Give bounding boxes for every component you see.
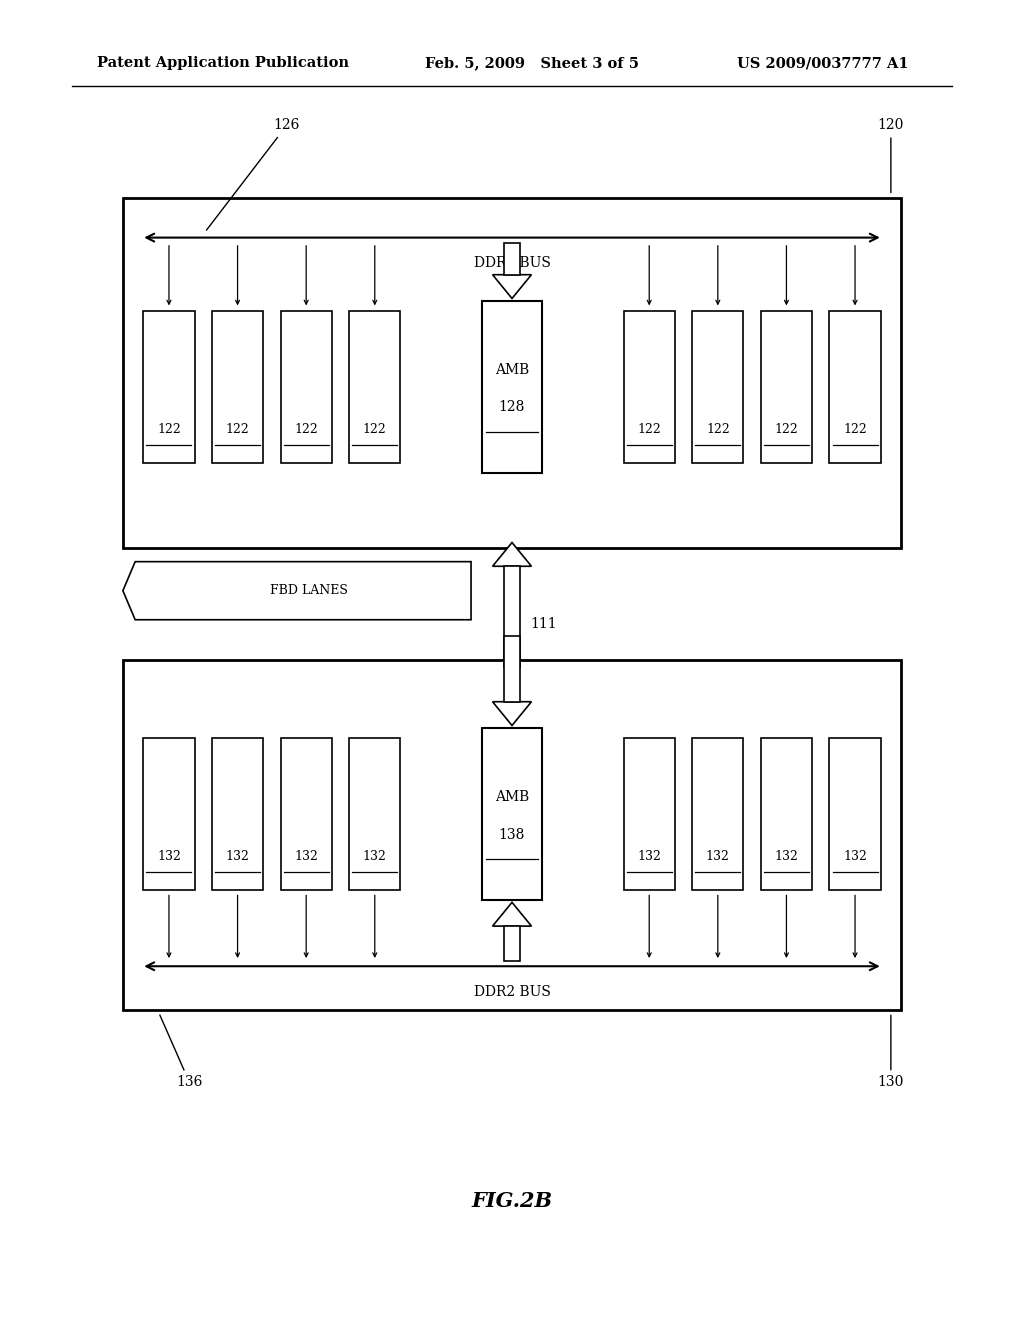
Bar: [624, 312, 675, 463]
Bar: [212, 738, 263, 890]
Text: 132: 132: [157, 850, 181, 863]
Text: 122: 122: [157, 422, 181, 436]
Text: US 2009/0037777 A1: US 2009/0037777 A1: [737, 57, 909, 70]
Text: 122: 122: [706, 422, 730, 436]
Text: 132: 132: [294, 850, 318, 863]
Bar: [143, 738, 195, 890]
Bar: [123, 660, 901, 1010]
Bar: [761, 312, 812, 463]
Polygon shape: [493, 903, 531, 927]
Polygon shape: [493, 275, 531, 298]
Bar: [281, 312, 332, 463]
Bar: [829, 738, 881, 890]
Text: 128: 128: [499, 400, 525, 414]
Bar: [212, 312, 263, 463]
Text: 132: 132: [637, 850, 662, 863]
Polygon shape: [504, 636, 520, 702]
Polygon shape: [504, 566, 520, 667]
Text: 130: 130: [878, 1015, 904, 1089]
Text: FBD LANES: FBD LANES: [270, 585, 348, 597]
Text: 111: 111: [530, 616, 557, 631]
Text: 122: 122: [362, 422, 387, 436]
Bar: [761, 738, 812, 890]
Text: 126: 126: [207, 119, 300, 230]
Text: 132: 132: [225, 850, 250, 863]
Text: 138: 138: [499, 828, 525, 842]
Text: 122: 122: [774, 422, 799, 436]
Bar: [692, 738, 743, 890]
Text: 122: 122: [225, 422, 250, 436]
Text: AMB: AMB: [495, 363, 529, 376]
Bar: [281, 738, 332, 890]
Polygon shape: [493, 543, 531, 566]
Bar: [829, 312, 881, 463]
Bar: [349, 738, 400, 890]
Bar: [143, 312, 195, 463]
Polygon shape: [123, 562, 471, 620]
Text: 132: 132: [843, 850, 867, 863]
Text: FIG.2B: FIG.2B: [471, 1191, 553, 1212]
Text: AMB: AMB: [495, 789, 529, 804]
Text: DDR2 BUS: DDR2 BUS: [473, 256, 551, 271]
Bar: [482, 301, 542, 473]
Text: Patent Application Publication: Patent Application Publication: [97, 57, 349, 70]
Bar: [692, 312, 743, 463]
Text: 122: 122: [294, 422, 318, 436]
Bar: [349, 312, 400, 463]
Text: Feb. 5, 2009   Sheet 3 of 5: Feb. 5, 2009 Sheet 3 of 5: [425, 57, 639, 70]
Polygon shape: [504, 243, 520, 275]
Text: 132: 132: [774, 850, 799, 863]
Text: 132: 132: [362, 850, 387, 863]
Text: 120: 120: [878, 119, 904, 193]
Text: 122: 122: [843, 422, 867, 436]
Bar: [123, 198, 901, 548]
Text: 136: 136: [160, 1015, 203, 1089]
Polygon shape: [493, 702, 531, 726]
Text: DDR2 BUS: DDR2 BUS: [473, 985, 551, 999]
Text: 122: 122: [637, 422, 662, 436]
Bar: [482, 729, 542, 900]
Text: 132: 132: [706, 850, 730, 863]
Bar: [624, 738, 675, 890]
Polygon shape: [504, 927, 520, 961]
